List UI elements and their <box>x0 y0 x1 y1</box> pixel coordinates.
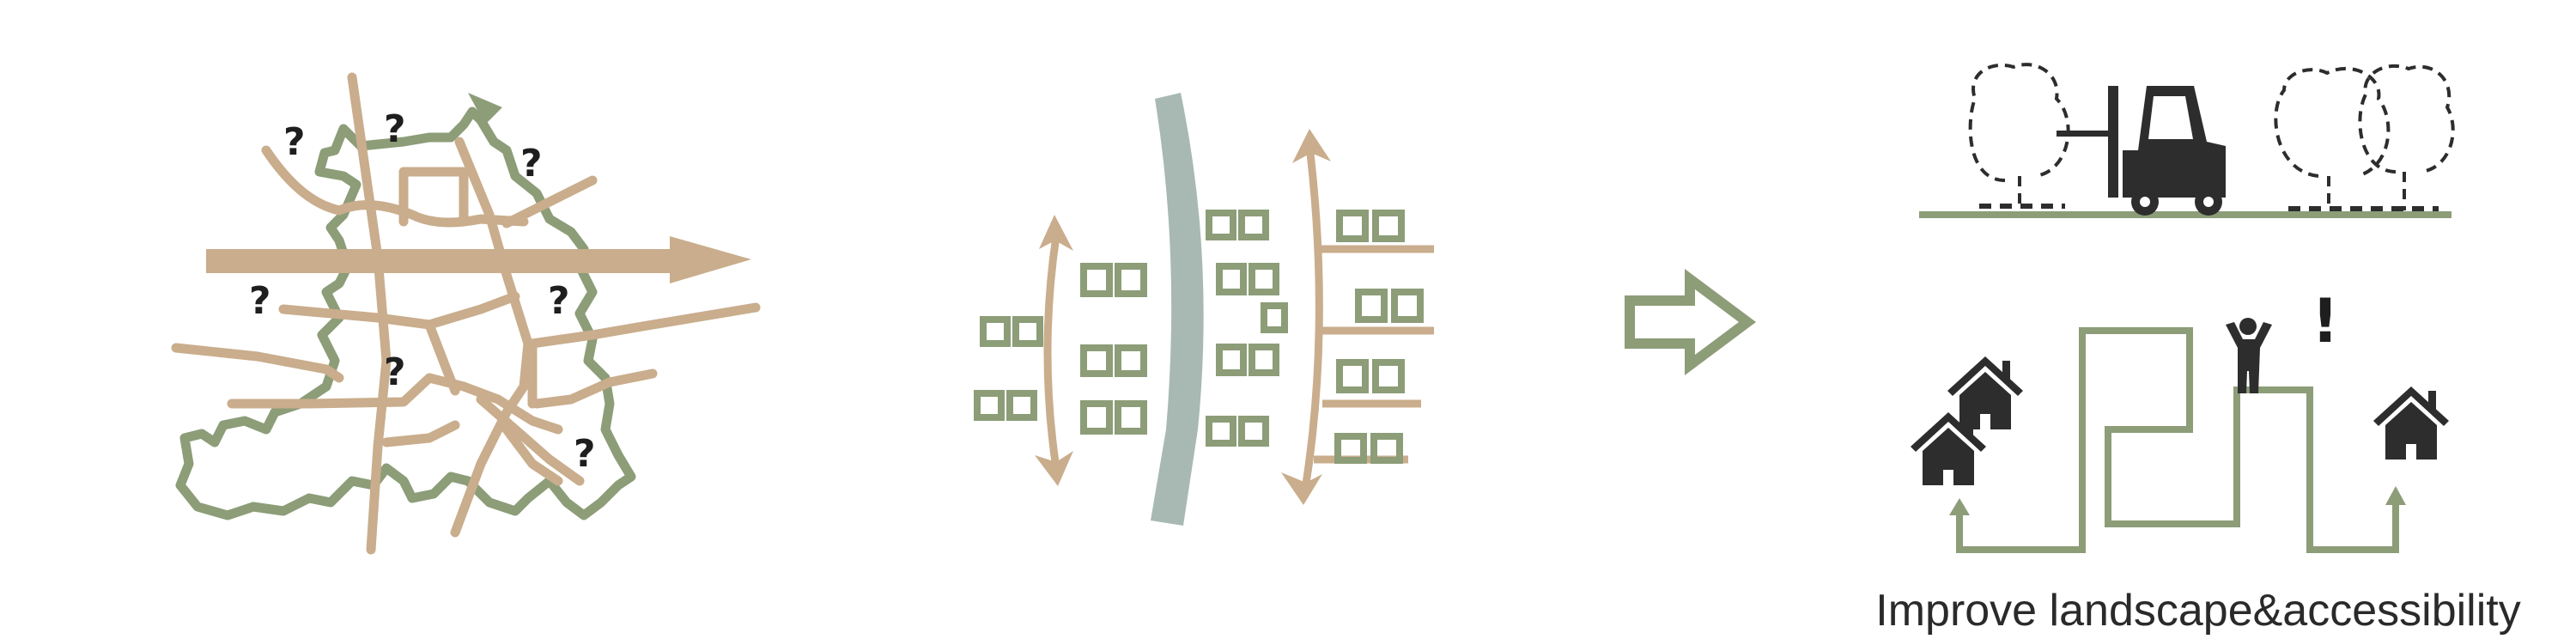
road <box>227 373 563 435</box>
district-boundary <box>175 106 636 520</box>
building-block <box>974 390 1005 421</box>
building-block <box>1115 344 1147 377</box>
road <box>450 137 533 538</box>
caption: Improve landscape&accessibility <box>1875 586 2520 636</box>
building-block <box>1336 359 1369 393</box>
building-block <box>1249 344 1279 376</box>
question-mark: ? <box>574 432 596 476</box>
network-panel: ? ? ? ? ? ? ? <box>171 72 761 555</box>
building-block <box>1216 344 1247 376</box>
main-axis-arrow <box>206 236 751 283</box>
building-block <box>1080 344 1113 377</box>
road <box>261 145 529 228</box>
building-block <box>1216 263 1247 295</box>
arrow-head <box>1039 215 1073 251</box>
double-arrow-right <box>1301 145 1323 490</box>
river-panel <box>974 93 1434 526</box>
road <box>278 291 520 330</box>
building-block <box>1012 316 1043 347</box>
house-icon <box>2373 386 2449 459</box>
road <box>532 368 658 409</box>
road <box>501 175 598 228</box>
building-block <box>1336 210 1369 242</box>
building-block <box>1249 263 1279 295</box>
road <box>171 343 344 383</box>
house-icon <box>1911 412 1986 485</box>
building-block <box>1372 359 1405 393</box>
building-block <box>1238 210 1269 240</box>
building-block <box>1006 390 1037 421</box>
tree-outline-icon <box>2274 66 2391 178</box>
river-band <box>1151 93 1204 526</box>
building-block <box>1238 416 1269 447</box>
building-block <box>980 316 1011 347</box>
question-mark: ? <box>249 279 271 323</box>
building-block <box>1370 433 1403 464</box>
exclamation-mark: ! <box>2312 286 2339 356</box>
road <box>501 424 563 486</box>
building-block <box>1355 289 1388 323</box>
arrow-head <box>1281 472 1322 505</box>
road <box>476 394 585 486</box>
tree-outline-icon <box>2358 64 2455 173</box>
arrow-head <box>2385 486 2406 505</box>
arrow-head <box>1949 498 1970 515</box>
building-block <box>1206 210 1236 240</box>
building-block <box>1080 400 1113 435</box>
question-mark: ? <box>283 120 306 164</box>
boundary-arrow-tip <box>468 93 502 125</box>
building-block <box>1334 433 1367 464</box>
forklift-icon <box>2057 86 2226 216</box>
double-arrow-left <box>1043 235 1060 469</box>
building-block <box>1372 210 1405 242</box>
road <box>381 420 460 447</box>
access-path <box>1956 327 2399 553</box>
road <box>347 72 392 555</box>
road <box>398 167 469 227</box>
house-icon <box>1947 356 2023 429</box>
building-block <box>1206 416 1236 447</box>
road <box>527 302 761 349</box>
question-mark: ? <box>548 279 570 323</box>
arrow-head <box>1035 451 1073 486</box>
building-block <box>1080 263 1113 297</box>
building-block <box>1115 400 1147 435</box>
tree-outline-icon <box>1968 63 2070 182</box>
building-block <box>1115 263 1147 297</box>
building-block <box>1261 302 1288 333</box>
outcome-panel: ! Improve landscape&accessibility <box>1875 63 2521 636</box>
arrow-head <box>1292 129 1331 163</box>
question-mark: ? <box>384 107 406 151</box>
arrow-right-icon <box>1625 269 1757 375</box>
question-mark: ? <box>520 142 543 186</box>
building-block <box>1391 289 1424 323</box>
person-icon <box>2226 318 2272 393</box>
question-mark: ? <box>384 350 406 394</box>
